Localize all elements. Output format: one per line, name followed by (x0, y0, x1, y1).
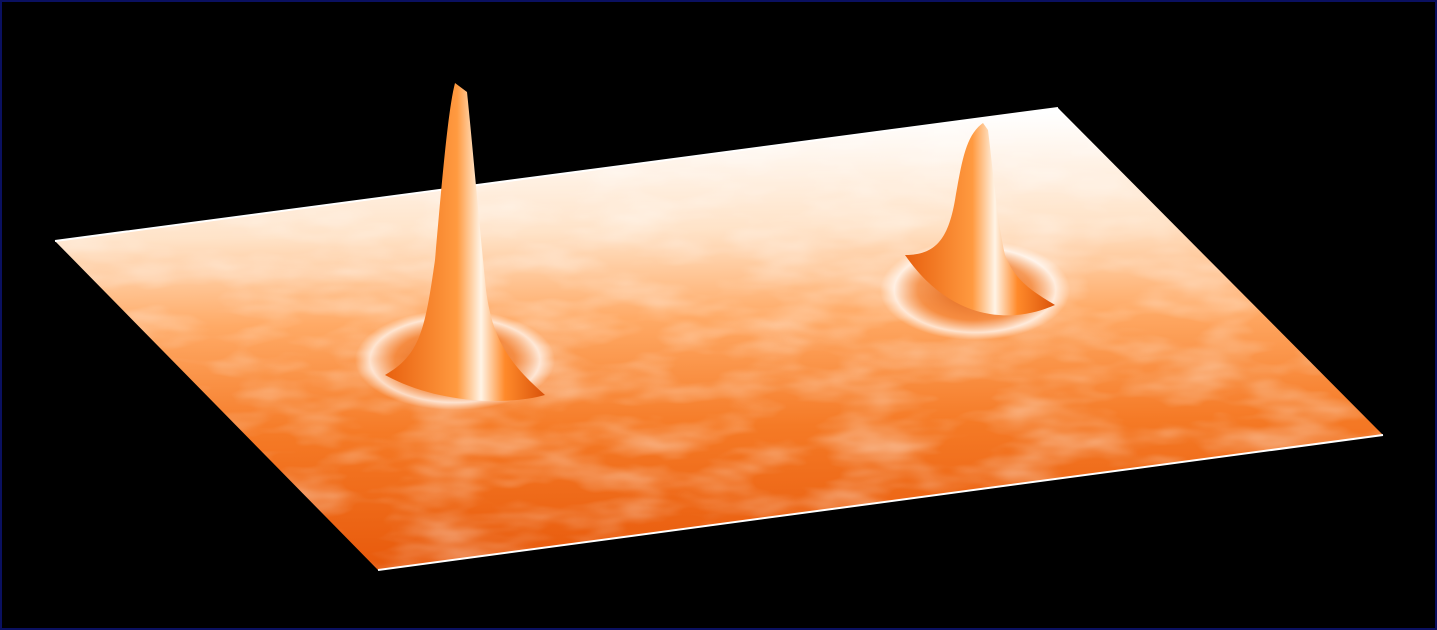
surface-render (2, 2, 1435, 628)
render-frame (0, 0, 1437, 630)
surface-texture (2, 100, 1435, 580)
